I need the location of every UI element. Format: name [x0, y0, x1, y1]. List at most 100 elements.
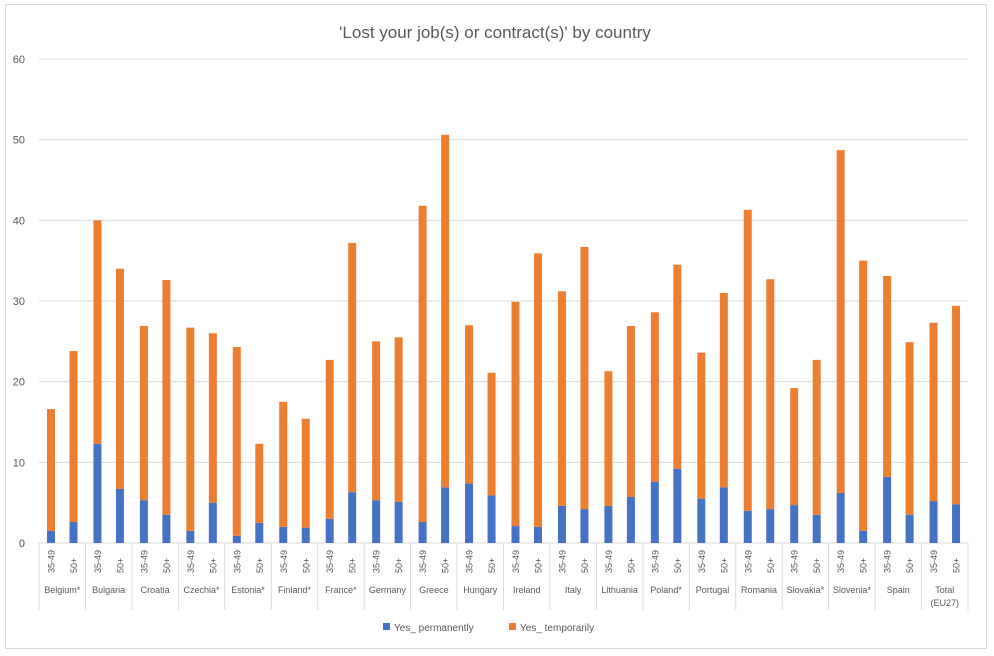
bar-temporarily [952, 305, 961, 505]
bar-temporarily [487, 372, 496, 496]
bar-temporarily [325, 359, 334, 519]
x-subcategory-label: 50+ [301, 558, 311, 573]
bar-permanently [790, 505, 799, 543]
bar-temporarily [255, 443, 264, 523]
x-group-label: Belgium* [44, 585, 81, 595]
x-group-label: Romania [741, 585, 777, 595]
x-group-label: Czechia* [184, 585, 221, 595]
bar-temporarily [93, 220, 102, 444]
x-group-label: Greece [419, 585, 449, 595]
x-group-label: Croatia [141, 585, 170, 595]
chart-title: 'Lost your job(s) or contract(s)' by cou… [339, 23, 651, 42]
x-group-label: Poland* [650, 585, 682, 595]
bar-permanently [372, 500, 381, 543]
bar-permanently [626, 497, 635, 543]
bar-temporarily [766, 279, 775, 510]
bar-temporarily [465, 325, 474, 484]
bar-permanently [465, 483, 474, 543]
bar-permanently [580, 509, 589, 543]
legend-label-temporarily: Yes_ temporarily [520, 623, 594, 634]
x-subcategory-label: 35-49 [279, 550, 289, 573]
bar-temporarily [743, 209, 752, 511]
x-subcategory-label: 50+ [348, 558, 358, 573]
x-subcategory-label: 50+ [766, 558, 776, 573]
chart-frame [5, 4, 987, 649]
bar-temporarily [186, 327, 195, 531]
bar-permanently [836, 492, 845, 543]
x-subcategory-label: 50+ [580, 558, 590, 573]
bar-permanently [348, 492, 357, 543]
x-subcategory-label: 50+ [394, 558, 404, 573]
x-subcategory-label: 35-49 [650, 550, 660, 573]
bar-temporarily [69, 351, 78, 523]
bar-permanently [301, 527, 310, 543]
y-tick-label: 0 [19, 538, 25, 550]
bar-permanently [47, 530, 55, 543]
x-subcategory-label: 35-49 [790, 550, 800, 573]
bar-permanently [673, 468, 682, 543]
legend-swatch-temporarily [509, 623, 516, 630]
y-tick-label: 30 [13, 296, 25, 308]
bar-permanently [255, 522, 264, 543]
x-subcategory-label: 50+ [905, 558, 915, 573]
bar-permanently [905, 514, 914, 543]
bar-temporarily [47, 409, 55, 531]
x-subcategory-label: 50+ [952, 558, 962, 573]
bar-permanently [162, 514, 171, 543]
x-subcategory-label: 35-49 [557, 550, 567, 573]
bar-temporarily [836, 150, 845, 493]
bar-temporarily [673, 264, 682, 469]
x-subcategory-label: 35-49 [325, 550, 335, 573]
bar-temporarily [905, 342, 914, 515]
x-subcategory-label: 35-49 [883, 550, 893, 573]
x-subcategory-label: 50+ [534, 558, 544, 573]
x-subcategory-label: 50+ [859, 558, 869, 573]
bar-permanently [487, 495, 496, 543]
bar-permanently [604, 505, 613, 543]
x-subcategory-label: 50+ [115, 558, 125, 573]
bar-permanently [232, 535, 241, 543]
bar-permanently [743, 510, 752, 543]
bar-temporarily [441, 134, 450, 488]
bar-temporarily [162, 280, 171, 515]
x-subcategory-label: 35-49 [929, 550, 939, 573]
bar-permanently [650, 481, 659, 543]
bar-temporarily [232, 346, 241, 536]
bar-temporarily [534, 253, 542, 527]
bar-temporarily [580, 246, 589, 510]
y-tick-label: 10 [13, 457, 25, 469]
bar-temporarily [604, 371, 613, 506]
x-group-label: Estonia* [231, 585, 265, 595]
x-subcategory-label: 50+ [626, 558, 636, 573]
bar-permanently [441, 487, 450, 543]
bar-temporarily [139, 326, 148, 501]
legend-label-permanently: Yes_ permanently [394, 623, 474, 634]
bar-permanently [534, 526, 542, 543]
x-subcategory-label: 50+ [162, 558, 172, 573]
x-group-label: Portugal [696, 585, 730, 595]
bar-permanently [279, 526, 288, 543]
x-subcategory-label: 35-49 [186, 550, 196, 573]
bar-temporarily [859, 260, 868, 531]
x-group-label-line2: (EU27) [931, 598, 960, 608]
x-group-label: France* [325, 585, 357, 595]
x-subcategory-label: 35-49 [47, 550, 57, 573]
x-group-label: Slovenia* [833, 585, 872, 595]
y-tick-label: 60 [13, 54, 25, 66]
x-subcategory-label: 35-49 [372, 550, 382, 573]
bar-permanently [418, 522, 427, 543]
x-subcategory-label: 50+ [719, 558, 729, 573]
bar-temporarily [883, 275, 892, 477]
y-tick-label: 40 [13, 215, 25, 227]
x-group-label: Total [935, 585, 954, 595]
bar-permanently [93, 443, 102, 543]
x-group-label: Italy [565, 585, 582, 595]
y-tick-label: 20 [13, 377, 25, 389]
x-subcategory-label: 35-49 [465, 550, 475, 573]
bar-permanently [719, 487, 728, 543]
x-subcategory-label: 35-49 [93, 550, 103, 573]
x-subcategory-label: 35-49 [511, 550, 521, 573]
bar-permanently [952, 504, 961, 543]
x-subcategory-label: 35-49 [139, 550, 149, 573]
